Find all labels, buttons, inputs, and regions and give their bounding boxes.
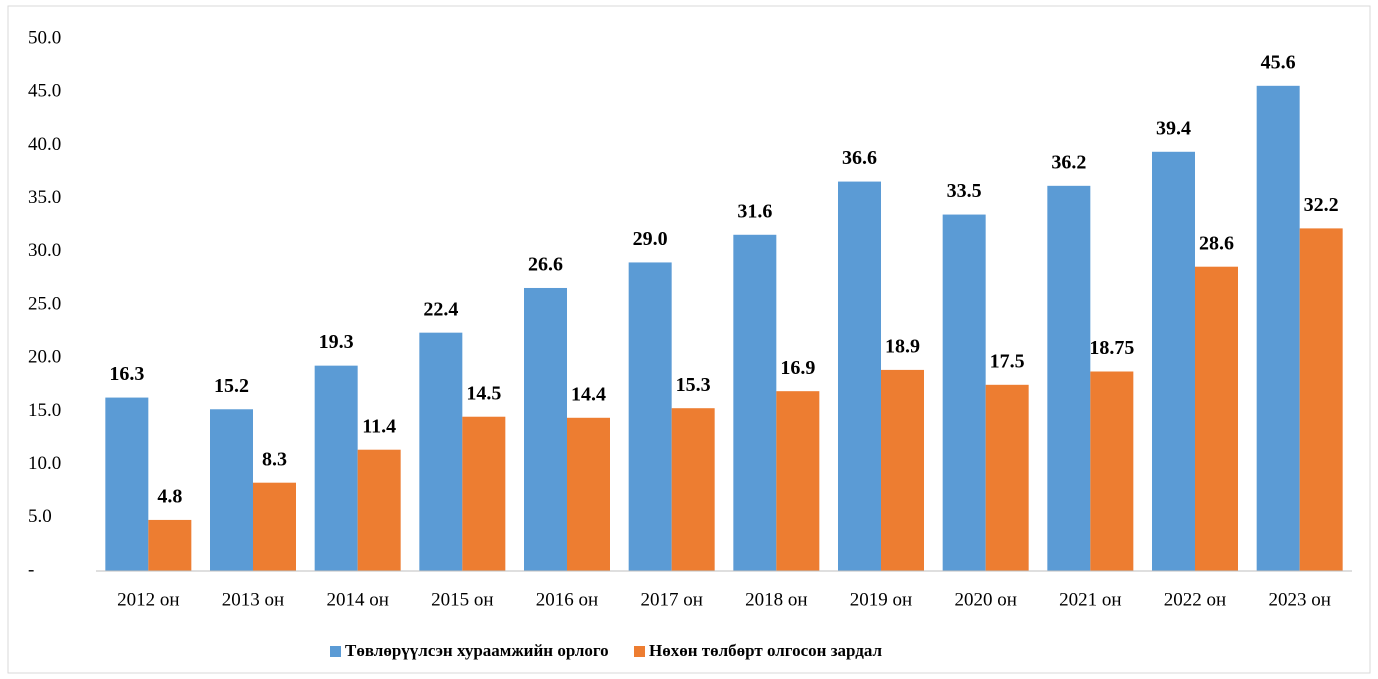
x-tick-label: 2019 он [850, 589, 912, 610]
x-tick-label: 2012 он [117, 589, 179, 610]
data-label: 29.0 [633, 228, 668, 250]
bar [314, 365, 358, 571]
bar [462, 416, 506, 571]
data-label: 4.8 [157, 486, 182, 508]
data-label: 14.5 [466, 382, 501, 404]
bar [148, 519, 192, 571]
data-label: 36.6 [842, 147, 877, 169]
bar [105, 397, 149, 571]
bar [524, 287, 567, 571]
data-label: 17.5 [990, 350, 1025, 372]
bar [881, 369, 924, 571]
bar [210, 409, 253, 571]
data-label: 18.9 [885, 335, 920, 357]
x-tick-label: 2016 он [536, 589, 598, 610]
x-tick-label: 2020 он [954, 589, 1016, 610]
y-tick-label: 5.0 [28, 506, 52, 527]
data-label: 19.3 [319, 331, 354, 353]
y-tick-label: - [28, 559, 34, 580]
data-label: 22.4 [423, 298, 458, 320]
bar [628, 262, 672, 571]
y-tick-label: 20.0 [28, 347, 61, 368]
bar [942, 214, 986, 571]
bar [1195, 266, 1238, 571]
legend-label: Нөхөн төлбөрт олгосон зардал [649, 641, 882, 660]
data-label: 39.4 [1156, 117, 1191, 139]
bar [1299, 228, 1343, 571]
x-tick-label: 2017 он [640, 589, 702, 610]
data-label: 26.6 [528, 254, 563, 276]
x-tick-label: 2014 он [326, 589, 388, 610]
bar [671, 408, 715, 571]
bar [253, 482, 296, 571]
data-label: 36.2 [1051, 151, 1086, 173]
data-label: 45.6 [1261, 51, 1296, 73]
bar [776, 391, 820, 571]
data-label: 15.3 [676, 374, 711, 396]
x-tick-label: 2018 он [745, 589, 807, 610]
data-label: 8.3 [262, 448, 287, 470]
x-tick-label: 2022 он [1164, 589, 1226, 610]
bar [1090, 371, 1134, 571]
legend-label: Төвлөрүүлсэн хураамжийн орлого [345, 641, 609, 660]
legend-swatch [634, 646, 645, 657]
x-tick-label: 2013 он [222, 589, 284, 610]
data-label: 16.3 [109, 363, 144, 385]
bar [985, 384, 1029, 571]
bar [838, 181, 881, 572]
y-tick-label: 30.0 [28, 240, 61, 261]
data-label: 33.5 [947, 180, 982, 202]
x-tick-label: 2021 он [1059, 589, 1121, 610]
y-tick-label: 25.0 [28, 293, 61, 314]
bar [1256, 85, 1300, 571]
legend-swatch [330, 646, 341, 657]
data-label: 28.6 [1199, 232, 1234, 254]
data-label: 11.4 [362, 415, 396, 437]
x-tick-label: 2023 он [1268, 589, 1330, 610]
y-tick-label: 35.0 [28, 187, 61, 208]
data-label: 14.4 [571, 383, 606, 405]
data-label: 18.75 [1089, 337, 1134, 359]
y-tick-label: 40.0 [28, 134, 61, 155]
data-label: 15.2 [214, 375, 249, 397]
bar [357, 449, 401, 571]
y-tick-label: 50.0 [28, 27, 61, 48]
bar [1152, 151, 1195, 571]
x-tick-label: 2015 он [431, 589, 493, 610]
bar [1047, 185, 1091, 571]
data-label: 16.9 [780, 357, 815, 379]
bar [419, 332, 463, 571]
data-label: 31.6 [737, 200, 772, 222]
bar [733, 234, 777, 571]
y-tick-label: 15.0 [28, 400, 61, 421]
y-tick-label: 45.0 [28, 81, 61, 102]
y-tick-label: 10.0 [28, 453, 61, 474]
bar [567, 417, 610, 571]
data-label: 32.2 [1304, 194, 1339, 216]
